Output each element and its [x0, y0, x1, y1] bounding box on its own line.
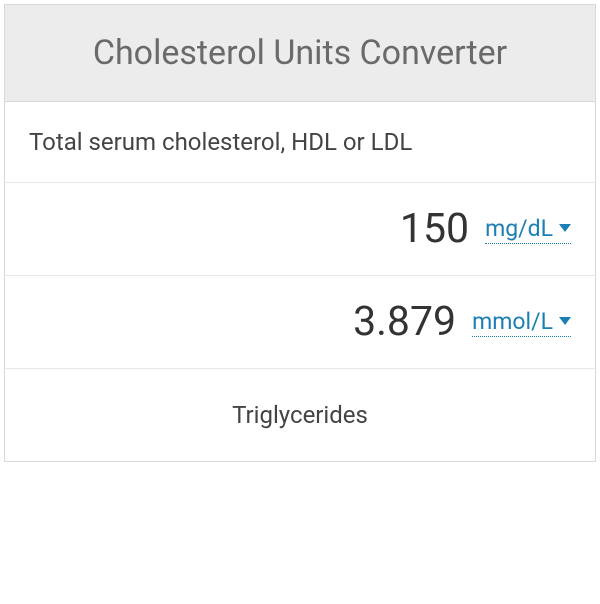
input-row-mmoll: 3.879 mmol/L: [5, 276, 595, 369]
triglycerides-section-label: Triglycerides: [5, 369, 595, 461]
widget-title: Cholesterol Units Converter: [25, 33, 575, 73]
unit-selector-mmoll[interactable]: mmol/L: [472, 308, 571, 337]
chevron-down-icon: [559, 224, 571, 232]
value-mgdl[interactable]: 150: [400, 205, 469, 253]
chevron-down-icon: [559, 317, 571, 325]
unit-label-mgdl: mg/dL: [485, 215, 553, 242]
value-mmoll[interactable]: 3.879: [353, 298, 456, 346]
converter-widget: Cholesterol Units Converter Total serum …: [4, 4, 596, 462]
widget-header: Cholesterol Units Converter: [5, 5, 595, 102]
input-row-mgdl: 150 mg/dL: [5, 183, 595, 276]
unit-selector-mgdl[interactable]: mg/dL: [485, 215, 571, 244]
unit-label-mmoll: mmol/L: [472, 308, 553, 335]
cholesterol-section-label: Total serum cholesterol, HDL or LDL: [5, 102, 595, 183]
